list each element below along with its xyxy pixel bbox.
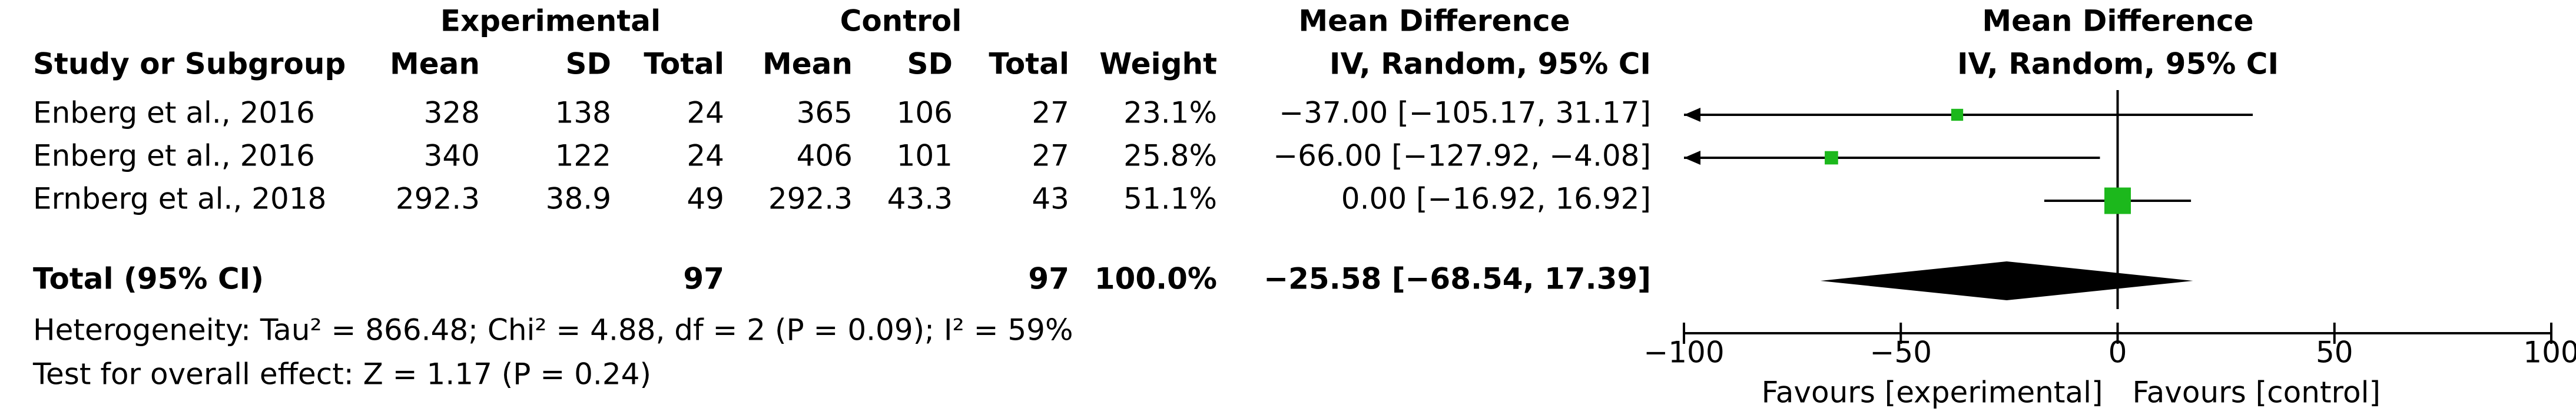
favours-label: Favours [control] (2133, 376, 2381, 410)
cell: 365 (797, 96, 853, 130)
cell: 51.1% (1123, 182, 1217, 216)
plot-header: Mean Difference (1982, 4, 2253, 38)
ci-label: −25.58 [−68.54, 17.39] (1264, 262, 1651, 296)
x-tick-label: 100 (2523, 336, 2576, 370)
column-header: SD (907, 47, 953, 81)
ci-arrow (1684, 151, 1700, 165)
study-name: Ernberg et al., 2018 (33, 182, 327, 216)
favours-label: Favours [experimental] (1762, 376, 2103, 410)
column-header: IV, Random, 95% CI (1330, 47, 1651, 81)
x-tick-label: 50 (2316, 336, 2353, 370)
heterogeneity: Heterogeneity: Tau² = 866.48; Chi² = 4.8… (33, 313, 1073, 347)
column-header: Mean (762, 47, 853, 81)
x-tick-label: −100 (1643, 336, 1724, 370)
cell: 100.0% (1095, 262, 1217, 296)
group-header: Experimental (440, 4, 661, 38)
column-header: Mean (390, 47, 480, 81)
study-name: Enberg et al., 2016 (33, 96, 315, 130)
group-header: Control (840, 4, 962, 38)
column-header: Study or Subgroup (33, 47, 346, 81)
cell: 292.3 (768, 182, 853, 216)
ci-label: −37.00 [−105.17, 31.17] (1279, 96, 1651, 130)
ci-arrow (1684, 108, 1700, 122)
cell: 138 (555, 96, 611, 130)
overall-test: Test for overall effect: Z = 1.17 (P = 0… (32, 357, 651, 392)
cell: 43 (1032, 182, 1069, 216)
column-header: SD (565, 47, 611, 81)
cell: 101 (897, 139, 953, 173)
cell: 292.3 (396, 182, 480, 216)
total-name: Total (95% CI) (33, 262, 264, 296)
x-tick-label: −50 (1869, 336, 1932, 370)
effect-square (1825, 151, 1838, 165)
cell: 24 (687, 139, 724, 173)
ci-label: 0.00 [−16.92, 16.92] (1341, 182, 1651, 216)
cell: 340 (424, 139, 480, 173)
effect-square (1951, 108, 1964, 121)
cell: 23.1% (1123, 96, 1217, 130)
cell: 106 (897, 96, 953, 130)
cell: 27 (1032, 96, 1069, 130)
cell: 49 (687, 182, 724, 216)
column-header: Weight (1099, 47, 1217, 81)
column-header: Total (644, 47, 724, 81)
cell: 122 (555, 139, 611, 173)
column-header: Total (989, 47, 1069, 81)
cell: 43.3 (887, 182, 953, 216)
cell: 25.8% (1123, 139, 1217, 173)
cell: 97 (683, 262, 724, 296)
cell: 328 (424, 96, 480, 130)
column-header: Mean Difference (1298, 4, 1570, 38)
cell: 406 (797, 139, 853, 173)
summary-diamond (1820, 261, 2193, 300)
ci-label: −66.00 [−127.92, −4.08] (1273, 139, 1651, 173)
cell: 24 (687, 96, 724, 130)
cell: 97 (1028, 262, 1069, 296)
effect-square (2104, 187, 2131, 214)
x-tick-label: 0 (2108, 336, 2127, 370)
study-name: Enberg et al., 2016 (33, 139, 315, 173)
cell: 38.9 (546, 182, 611, 216)
plot-header: IV, Random, 95% CI (1957, 47, 2279, 81)
cell: 27 (1032, 139, 1069, 173)
